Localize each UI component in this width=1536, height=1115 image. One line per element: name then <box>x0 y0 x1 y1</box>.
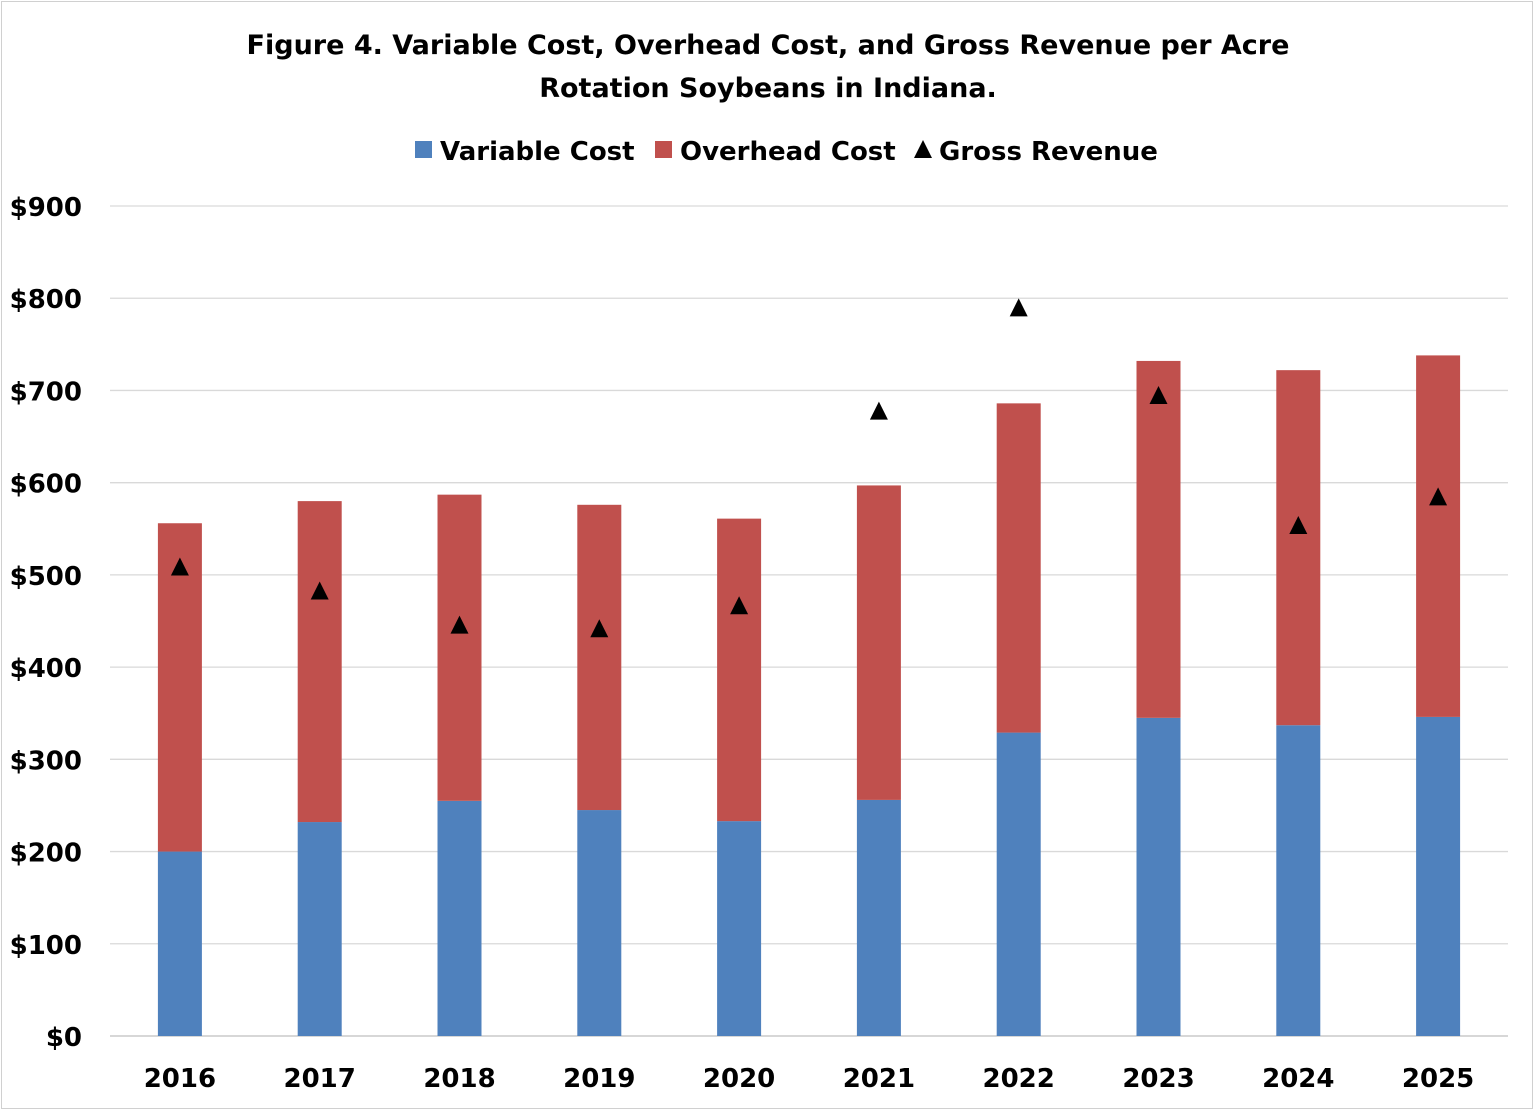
marker-gross-revenue <box>1009 298 1028 317</box>
bar-variable-cost <box>1276 725 1321 1036</box>
bar-overhead-cost <box>996 403 1041 733</box>
marker-gross-revenue <box>1149 385 1168 404</box>
bar-overhead-cost <box>437 494 482 801</box>
legend-label: Gross Revenue <box>939 137 1158 167</box>
y-tick-label: $500 <box>10 562 82 592</box>
bar-variable-cost <box>717 821 762 1036</box>
y-tick-label: $900 <box>10 193 82 223</box>
x-tick-label: 2016 <box>144 1064 216 1094</box>
marker-gross-revenue <box>869 401 888 420</box>
chart-title: Figure 4. Variable Cost, Overhead Cost, … <box>247 30 1290 61</box>
x-tick-label: 2024 <box>1262 1064 1334 1094</box>
y-tick-label: $400 <box>10 654 82 684</box>
marker-gross-revenue <box>1289 516 1308 535</box>
marker-gross-revenue <box>450 615 469 634</box>
bar-variable-cost <box>856 799 901 1036</box>
bar-variable-cost <box>1416 716 1461 1036</box>
gridlines <box>110 205 1508 1037</box>
y-tick-label: $800 <box>10 285 82 315</box>
y-tick-label: $100 <box>10 931 82 961</box>
x-tick-label: 2025 <box>1402 1064 1474 1094</box>
x-axis: 2016 2017 2018 2019 2020 2021 2022 2023 2024 2025 <box>144 1064 1475 1094</box>
x-tick-label: 2023 <box>1122 1064 1194 1094</box>
x-tick-label: 2021 <box>843 1064 915 1094</box>
x-tick-label: 2020 <box>703 1064 775 1094</box>
bar-variable-cost <box>157 851 202 1036</box>
legend-swatch <box>415 141 432 158</box>
y-tick-label: $0 <box>46 1023 82 1053</box>
marker-gross-revenue <box>170 557 189 576</box>
chart-subtitle: Rotation Soybeans in Indiana. <box>539 73 997 104</box>
marker-gross-revenue <box>310 581 329 600</box>
bar-overhead-cost <box>1416 355 1461 717</box>
revenue-markers <box>170 298 1448 638</box>
bar-variable-cost <box>437 800 482 1036</box>
legend-triangle-icon <box>914 140 932 158</box>
y-tick-label: $600 <box>10 470 82 500</box>
y-tick-label: $200 <box>10 839 82 869</box>
bar-overhead-cost <box>1276 370 1321 726</box>
legend-label: Variable Cost <box>440 137 635 167</box>
bar-overhead-cost <box>717 518 762 822</box>
bar-variable-cost <box>996 732 1041 1036</box>
marker-gross-revenue <box>730 596 749 615</box>
bar-overhead-cost <box>577 504 622 811</box>
bar-overhead-cost <box>157 523 202 852</box>
y-tick-label: $300 <box>10 746 82 776</box>
bar-variable-cost <box>577 810 622 1036</box>
bar-overhead-cost <box>1136 360 1181 718</box>
legend: Variable Cost Overhead Cost Gross Revenue <box>415 137 1158 167</box>
bar-variable-cost <box>1136 717 1181 1036</box>
y-axis: $0 $100 $200 $300 $400 $500 $600 $700 $800 $900 <box>10 193 82 1053</box>
marker-gross-revenue <box>1429 487 1448 506</box>
x-tick-label: 2018 <box>423 1064 495 1094</box>
legend-swatch <box>655 141 672 158</box>
bar-overhead-cost <box>297 501 342 823</box>
bars <box>157 355 1461 1036</box>
legend-label: Overhead Cost <box>680 137 896 167</box>
x-tick-label: 2022 <box>983 1064 1055 1094</box>
bar-variable-cost <box>297 822 342 1036</box>
bar-overhead-cost <box>856 485 901 800</box>
marker-gross-revenue <box>590 619 609 638</box>
x-tick-label: 2019 <box>563 1064 635 1094</box>
x-tick-label: 2017 <box>284 1064 356 1094</box>
y-tick-label: $700 <box>10 377 82 407</box>
